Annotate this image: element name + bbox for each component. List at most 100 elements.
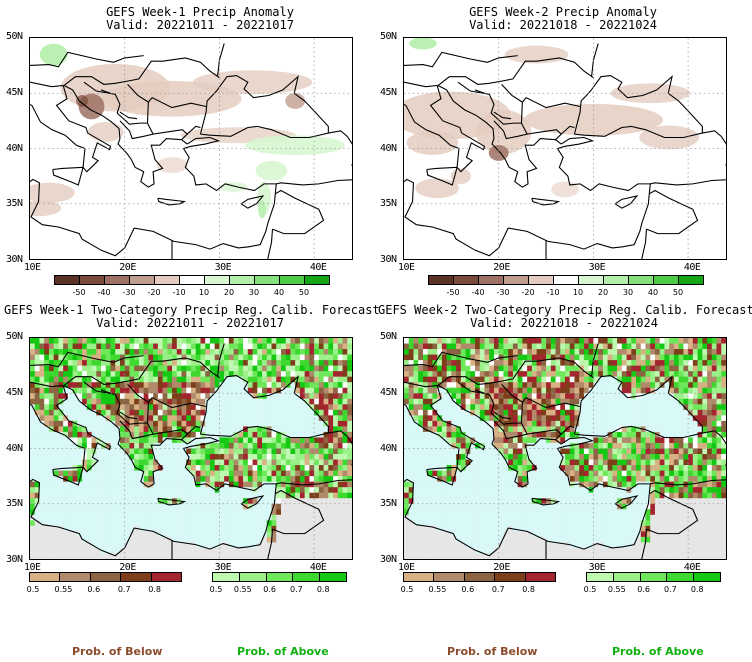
- panel4-cell: [659, 415, 665, 422]
- panel3-cell: [115, 371, 121, 378]
- panel4-cell: [631, 470, 637, 477]
- panel3-cell: [148, 448, 154, 455]
- panel4-cell: [579, 338, 585, 344]
- panel3-cell: [186, 431, 192, 438]
- panel4-cell: [721, 470, 726, 477]
- panel4-cell: [697, 371, 703, 378]
- panel4-cell: [512, 442, 519, 449]
- panel4-cell: [702, 415, 708, 422]
- panel4-cell: [441, 365, 448, 372]
- panel3-cell: [101, 520, 107, 527]
- panel3-cell: [347, 387, 352, 394]
- panel3-cell: [323, 409, 329, 416]
- panel4-cell: [617, 442, 623, 449]
- panel3-cell: [238, 442, 244, 449]
- panel3-cell: [172, 448, 178, 455]
- panel3-cell: [323, 525, 329, 532]
- panel3-cell: [205, 415, 211, 422]
- panel3-cell: [34, 415, 40, 422]
- panel4-cell: [659, 354, 665, 361]
- panel3-cell: [219, 547, 225, 554]
- panel3-cell: [219, 487, 225, 494]
- panel2-border: [560, 125, 575, 135]
- panel4-cell: [702, 393, 708, 400]
- panel3-cell: [271, 409, 277, 416]
- panel3-cell: [247, 437, 253, 444]
- panel3-cell: [96, 547, 102, 554]
- panel4-cell: [479, 431, 485, 438]
- panel3-cell: [181, 503, 187, 510]
- panel3-cell: [233, 371, 239, 378]
- panel4-cell: [408, 503, 414, 510]
- panel4-cell: [683, 354, 689, 361]
- panel3-cell: [181, 476, 187, 483]
- panel3-cell: [314, 420, 320, 427]
- panel3-cell: [191, 514, 197, 521]
- panel3-cell: [290, 536, 296, 543]
- panel4-cell: [560, 349, 566, 355]
- panel3-cell: [271, 387, 277, 394]
- panel3-cell: [53, 360, 59, 367]
- panel3-cell: [96, 404, 102, 411]
- panel4-cell: [432, 376, 438, 383]
- panel3-cell: [186, 426, 192, 433]
- panel3-cell: [44, 498, 50, 505]
- panel3-cell: [167, 476, 173, 483]
- panel3-cell: [290, 547, 296, 554]
- panel4-cell: [451, 409, 457, 416]
- panel4-cell: [711, 498, 717, 505]
- panel3-cell: [172, 498, 178, 505]
- panel4-cell: [612, 371, 618, 378]
- panel4-cell: [541, 371, 547, 378]
- panel3-cell: [342, 371, 348, 378]
- panel4-cell: [654, 354, 661, 361]
- panel4-cell: [593, 498, 599, 505]
- panel3-cell: [195, 404, 201, 411]
- panel4-cell: [508, 426, 514, 433]
- panel4-cell: [711, 387, 717, 394]
- panel3-cell: [337, 503, 343, 510]
- panel4-cell: [588, 465, 594, 471]
- panel4-cell: [645, 503, 651, 510]
- panel3-cell: [115, 470, 121, 477]
- panel3-cell: [209, 393, 216, 400]
- panel3-cell: [219, 542, 225, 549]
- panel3-cell: [224, 542, 230, 549]
- panel4-cell: [697, 393, 703, 400]
- panel4-cell: [489, 481, 495, 488]
- panel4-cell: [702, 365, 708, 372]
- panel4-cell: [413, 338, 419, 344]
- panel3-cell: [91, 553, 97, 559]
- panel4-cell: [446, 365, 452, 372]
- panel3-cell: [285, 470, 291, 477]
- panel4-cell: [503, 465, 509, 471]
- panel3-cell: [44, 415, 50, 422]
- panel4-cell: [536, 448, 542, 455]
- panel3-cell: [39, 525, 45, 532]
- panel3-cell: [323, 437, 329, 444]
- panel3-cell: [238, 343, 244, 350]
- panel3-cell: [276, 514, 282, 521]
- panel3-cell: [72, 393, 78, 400]
- panel4-cell: [460, 360, 466, 367]
- panel3-cell: [280, 360, 287, 367]
- panel3-cell: [67, 426, 74, 433]
- panel4-cell: [451, 354, 457, 361]
- panel3-cell: [30, 365, 36, 372]
- panel4-cell: [654, 415, 661, 422]
- panel4-cell: [626, 338, 632, 344]
- panel4-cell: [484, 470, 490, 477]
- panel3-cell: [233, 547, 239, 554]
- panel3-cell: [209, 448, 216, 455]
- panel3-cell: [157, 509, 163, 516]
- panel3-cell: [86, 371, 92, 378]
- panel3-cell: [266, 476, 272, 483]
- panel3-cell: [115, 459, 121, 466]
- panel3-cell: [247, 492, 253, 499]
- panel4-cell: [470, 343, 476, 350]
- panel3-cell: [77, 338, 83, 344]
- panel3-cell: [285, 525, 291, 532]
- panel3-cell: [34, 426, 40, 433]
- panel3-coastline: [157, 497, 187, 506]
- panel4-cell: [645, 393, 651, 400]
